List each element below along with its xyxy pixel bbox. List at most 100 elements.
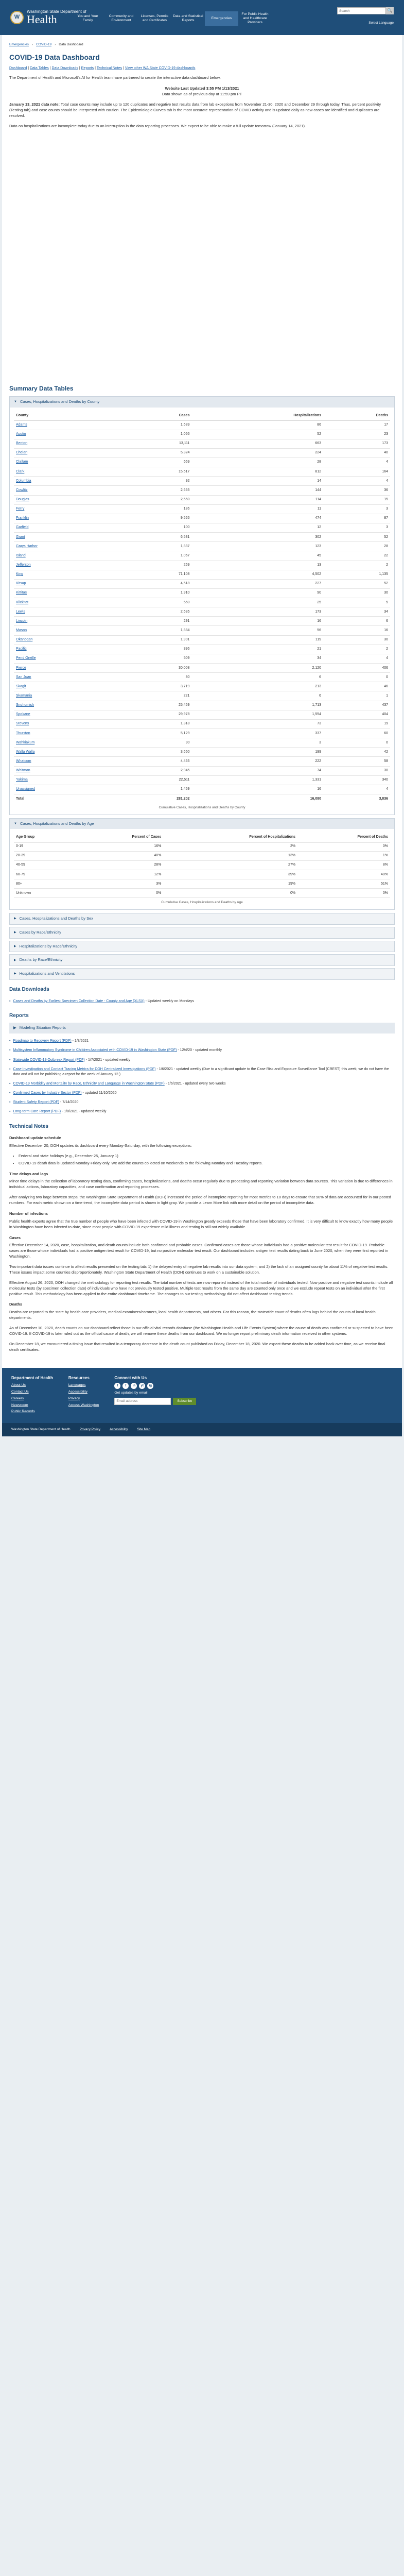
- subscribe-button[interactable]: Subscribe: [173, 1397, 197, 1405]
- county-link[interactable]: Douglas: [16, 498, 29, 502]
- delays-paragraph: Minor time delays in the collection of l…: [9, 1179, 393, 1190]
- county-link[interactable]: Kitsap: [16, 582, 26, 586]
- nav-emergencies[interactable]: Emergencies: [205, 11, 238, 26]
- county-link[interactable]: Whitman: [16, 769, 30, 773]
- link-other-dashboards[interactable]: View other WA State COVID-19 dashboards: [125, 66, 196, 70]
- link-data-downloads[interactable]: Data Downloads: [51, 66, 78, 70]
- document-link[interactable]: Cases and Deaths by Earliest Specimen Co…: [13, 999, 145, 1003]
- county-link[interactable]: Walla Walla: [16, 750, 35, 754]
- county-link[interactable]: Grays Harbor: [16, 544, 38, 548]
- youtube-icon[interactable]: yt: [139, 1383, 146, 1389]
- nav-community-environment[interactable]: Community and Environment: [109, 14, 134, 22]
- county-link[interactable]: Cowlitz: [16, 488, 28, 492]
- county-link[interactable]: Grant: [16, 535, 25, 539]
- county-link[interactable]: Ferry: [16, 507, 25, 511]
- county-link[interactable]: Snohomish: [16, 703, 34, 707]
- footer-link[interactable]: Contact Us: [11, 1389, 29, 1394]
- county-link[interactable]: Unassigned: [16, 787, 35, 791]
- county-link[interactable]: Clark: [16, 469, 25, 473]
- county-link[interactable]: Skagit: [16, 684, 26, 688]
- county-link[interactable]: Wahkiakum: [16, 740, 35, 744]
- link-dashboard[interactable]: Dashboard: [9, 66, 27, 70]
- county-link[interactable]: Columbia: [16, 479, 31, 483]
- footer-link[interactable]: Careers: [11, 1396, 24, 1400]
- county-link[interactable]: Adams: [16, 422, 27, 427]
- county-link[interactable]: Pend Oreille: [16, 656, 36, 660]
- site-logo[interactable]: W Washington State Department of Health: [10, 10, 86, 25]
- link-data-tables[interactable]: Data Tables: [29, 66, 49, 70]
- facebook-icon[interactable]: f: [114, 1383, 121, 1389]
- table-cell: 42: [323, 747, 390, 757]
- footer-link[interactable]: Privacy: [68, 1396, 80, 1400]
- county-link[interactable]: Chelan: [16, 451, 28, 455]
- search-input[interactable]: [337, 7, 386, 14]
- document-link[interactable]: COVID-19 Morbidity and Mortality by Race…: [13, 1081, 165, 1086]
- accessibility-link[interactable]: Accessibility: [110, 1428, 128, 1432]
- collapsed-accordion-header[interactable]: ▶ Cases, Hospitalizations and Deaths by S…: [10, 913, 394, 924]
- county-table: County Cases Hospitalizations Deaths Ada…: [14, 412, 390, 803]
- county-link[interactable]: Pacific: [16, 647, 27, 651]
- county-link[interactable]: Whatcom: [16, 759, 31, 763]
- age-accordion-header[interactable]: ▼ Cases, Hospitalizations and Deaths by …: [10, 818, 394, 829]
- page: W Washington State Department of Health …: [0, 0, 404, 1436]
- county-link[interactable]: Okanogan: [16, 638, 33, 642]
- footer-link[interactable]: Access Washington: [68, 1403, 99, 1407]
- county-accordion-header[interactable]: ▼ Cases, Hospitalizations and Deaths by …: [10, 397, 394, 408]
- county-link[interactable]: Klickitat: [16, 600, 29, 604]
- county-link[interactable]: Jefferson: [16, 563, 31, 567]
- chevron-right-icon: ▶: [14, 917, 16, 920]
- nav-licenses[interactable]: Licenses, Permits and Certificates: [140, 14, 169, 22]
- county-link[interactable]: Garfield: [16, 526, 29, 530]
- link-technical-notes[interactable]: Technical Notes: [96, 66, 122, 70]
- county-link[interactable]: Yakima: [16, 778, 28, 782]
- document-link[interactable]: Case Investigation and Contact Tracing M…: [13, 1067, 156, 1071]
- footer-link[interactable]: Languages: [68, 1383, 86, 1387]
- document-link[interactable]: Student Safety Report (PDF): [13, 1100, 59, 1105]
- nav-providers[interactable]: For Public Health and Healthcare Provide…: [241, 12, 269, 25]
- county-link[interactable]: San Juan: [16, 675, 31, 679]
- county-link[interactable]: Stevens: [16, 722, 29, 726]
- county-link[interactable]: Spokane: [16, 713, 30, 717]
- document-link[interactable]: Roadmap to Recovery Report (PDF): [13, 1039, 72, 1043]
- privacy-link[interactable]: Privacy Policy: [79, 1428, 101, 1432]
- county-link[interactable]: Franklin: [16, 516, 29, 520]
- footer-link[interactable]: Accessibility: [68, 1389, 87, 1394]
- page-title: COVID-19 Data Dashboard: [9, 53, 100, 62]
- sitemap-link[interactable]: Site Map: [137, 1428, 151, 1432]
- county-link[interactable]: Thurston: [16, 731, 30, 735]
- county-link[interactable]: Clallam: [16, 460, 28, 464]
- nav-you-and-your-family[interactable]: You and Your Family: [77, 14, 98, 22]
- footer-link[interactable]: Public Records: [11, 1410, 35, 1414]
- breadcrumb-emergencies[interactable]: Emergencies: [9, 43, 29, 46]
- footer-link[interactable]: About Us: [11, 1383, 26, 1387]
- document-link[interactable]: Multisystem Inflammatory Syndrome in Chi…: [13, 1048, 177, 1053]
- footer-link[interactable]: Newsroom: [11, 1403, 28, 1407]
- collapsed-accordion-header[interactable]: ▶ Hospitalizations by Race/Ethnicity: [10, 941, 394, 952]
- search-icon[interactable]: 🔍: [386, 7, 394, 14]
- link-reports[interactable]: Reports: [81, 66, 94, 70]
- language-selector[interactable]: Select Language: [368, 21, 394, 25]
- county-link[interactable]: King: [16, 572, 24, 577]
- collapsed-accordion-header[interactable]: ▶ Hospitalizations and Ventilations: [10, 969, 394, 980]
- county-link[interactable]: Kittitas: [16, 591, 27, 595]
- instagram-icon[interactable]: ig: [147, 1383, 154, 1389]
- subscribe-email-input[interactable]: [114, 1397, 171, 1405]
- county-link[interactable]: Island: [16, 553, 26, 557]
- collapsed-accordion-header[interactable]: ▶ Deaths by Race/Ethnicity: [10, 955, 394, 966]
- county-link[interactable]: Pierce: [16, 666, 26, 670]
- county-link[interactable]: Benton: [16, 442, 28, 446]
- twitter-icon[interactable]: t: [122, 1383, 129, 1389]
- county-link[interactable]: Lincoln: [16, 619, 28, 623]
- document-link[interactable]: Confirmed Cases by Industry Sector (PDF): [13, 1091, 82, 1095]
- county-link[interactable]: Mason: [16, 628, 27, 632]
- linkedin-icon[interactable]: in: [131, 1383, 137, 1389]
- modeling-reports-header[interactable]: ▶ Modeling Situation Reports: [9, 1023, 395, 1034]
- nav-data-reports[interactable]: Data and Statistical Reports: [173, 14, 203, 22]
- collapsed-accordion-header[interactable]: ▶ Cases by Race/Ethnicity: [10, 927, 394, 938]
- document-link[interactable]: Statewide COVID-19 Outbreak Report (PDF): [13, 1058, 85, 1062]
- county-link[interactable]: Lewis: [16, 609, 25, 614]
- breadcrumb-covid[interactable]: COVID-19: [36, 43, 52, 46]
- document-link[interactable]: Long-term Care Report (PDF): [13, 1110, 61, 1114]
- county-link[interactable]: Asotin: [16, 432, 26, 436]
- county-link[interactable]: Skamania: [16, 693, 32, 698]
